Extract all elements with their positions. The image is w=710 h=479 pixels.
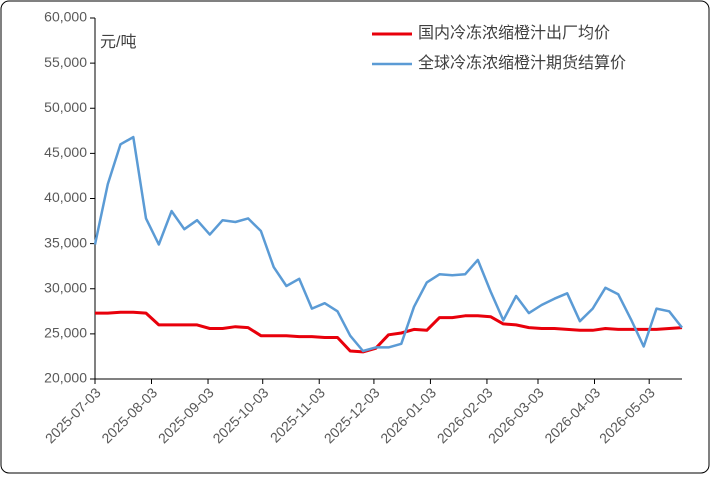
y-tick-label: 45,000	[44, 144, 87, 160]
y-tick-label: 25,000	[44, 325, 87, 341]
y-tick-label: 50,000	[44, 99, 87, 115]
y-tick-label: 20,000	[44, 370, 87, 386]
y-tick-label: 40,000	[44, 189, 87, 205]
y-axis-label: 元/吨	[100, 33, 136, 51]
y-tick-label: 30,000	[44, 279, 87, 295]
legend-label: 国内冷冻浓缩橙汁出厂均价	[418, 24, 610, 42]
y-tick-label: 35,000	[44, 234, 87, 250]
series-line	[93, 135, 683, 353]
series-line	[95, 310, 683, 354]
legend-label: 全球冷冻浓缩橙汁期货结算价	[418, 53, 626, 72]
y-tick-label: 55,000	[44, 54, 87, 70]
y-tick-label: 60,000	[44, 9, 87, 25]
